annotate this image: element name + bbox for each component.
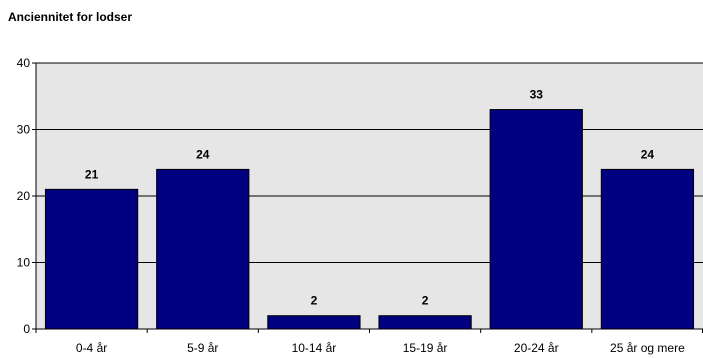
bar xyxy=(489,109,583,330)
data-label: 24 xyxy=(641,147,655,161)
x-tick-label: 0-4 år xyxy=(76,341,107,355)
data-label: 2 xyxy=(311,294,318,308)
data-label: 24 xyxy=(196,147,210,161)
x-tick-label: 10-14 år xyxy=(292,341,337,355)
bar xyxy=(44,188,139,330)
bar xyxy=(600,168,695,330)
bar xyxy=(267,315,361,330)
data-label: 21 xyxy=(85,167,99,181)
x-tick-label: 25 år og mere xyxy=(610,341,685,355)
x-tick-label: 15-19 år xyxy=(403,341,448,355)
y-tick-label: 30 xyxy=(17,123,31,137)
data-label: 2 xyxy=(422,294,429,308)
y-tick-label: 20 xyxy=(17,189,31,203)
x-tick-label: 5-9 år xyxy=(187,341,218,355)
data-label: 33 xyxy=(530,88,544,102)
chart-title: Anciennitet for lodser xyxy=(8,10,133,24)
y-tick-label: 0 xyxy=(23,322,30,336)
x-tick-label: 20-24 år xyxy=(514,341,559,355)
y-tick-label: 10 xyxy=(17,256,31,270)
y-tick-label: 40 xyxy=(17,56,31,70)
bar xyxy=(156,168,250,330)
bar xyxy=(378,315,472,330)
